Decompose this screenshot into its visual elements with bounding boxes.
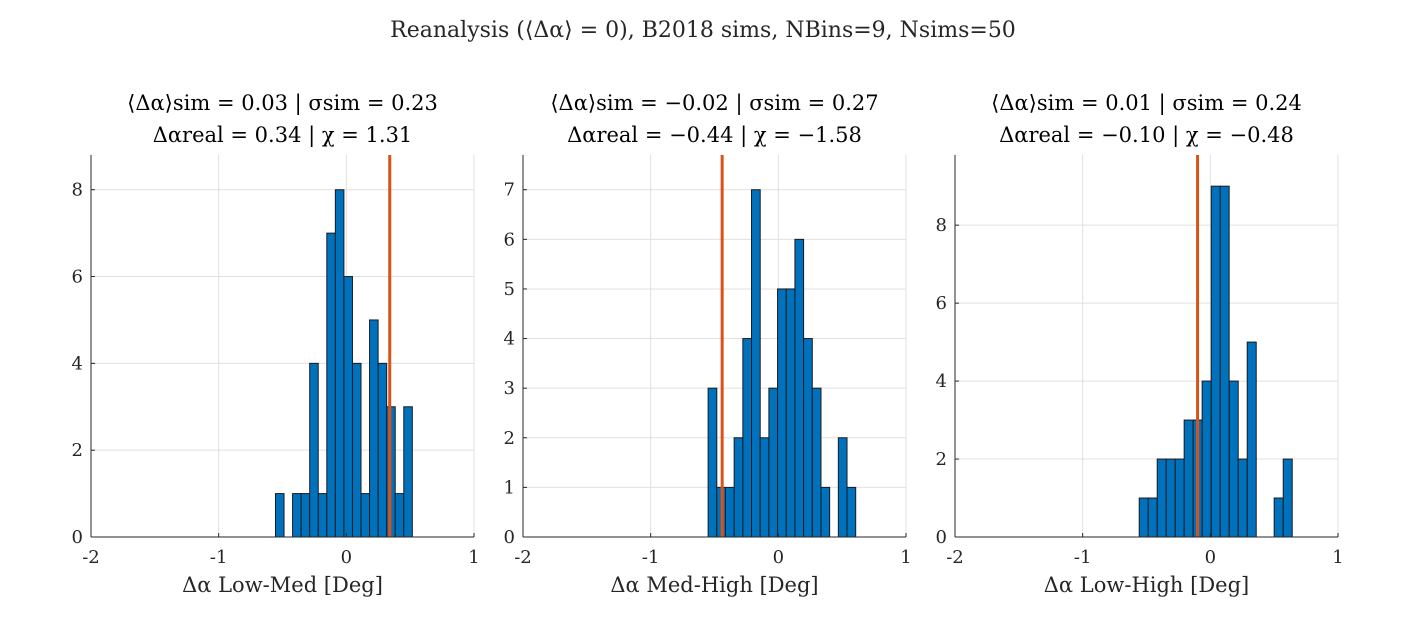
panel-title-line-1: ⟨Δα⟩sim = 0.03 | σsim = 0.23: [127, 91, 438, 115]
histogram-bar: [1147, 497, 1158, 538]
y-tick-label: 2: [72, 440, 83, 461]
histogram-bar: [1174, 458, 1185, 538]
histogram-bar: [1273, 497, 1284, 538]
histogram-bar: [820, 486, 831, 538]
x-axis-label: Δα Low-High [Deg]: [1043, 573, 1250, 597]
y-tick-label: 3: [504, 378, 515, 399]
x-tick-label: 0: [773, 547, 784, 568]
histogram-bar: [403, 406, 413, 538]
y-tick-label: 8: [936, 215, 947, 236]
histogram-bar: [343, 276, 353, 538]
histogram-bar: [1183, 419, 1194, 538]
panel-title-line-2: Δαreal = 0.34 | χ = 1.31: [152, 123, 413, 147]
histogram-bar: [377, 362, 388, 538]
y-tick-label: 4: [504, 329, 515, 350]
x-tick-label: 0: [341, 547, 352, 568]
histogram-bar: [309, 362, 319, 538]
y-tick-label: 0: [504, 527, 515, 548]
x-tick-label: 1: [900, 547, 911, 568]
histogram-bar: [785, 288, 796, 538]
histogram-bar: [794, 238, 805, 538]
histogram-bar: [1282, 458, 1293, 538]
panel-title-line-1: ⟨Δα⟩sim = 0.01 | σsim = 0.24: [991, 91, 1302, 115]
y-tick-label: 4: [936, 371, 947, 392]
y-tick-label: 6: [72, 267, 83, 288]
histogram-bar: [768, 387, 779, 538]
histogram-bar: [300, 493, 311, 538]
y-tick-label: 0: [936, 527, 947, 548]
histogram-bar: [1210, 185, 1221, 538]
histogram-bar: [1246, 341, 1257, 538]
x-axis-label: Δα Low-Med [Deg]: [182, 573, 383, 597]
panel-title-line-2: Δαreal = −0.10 | χ = −0.48: [999, 123, 1294, 147]
histogram-bar: [733, 437, 744, 538]
histogram-bar: [1237, 458, 1248, 538]
y-tick-label: 6: [504, 229, 515, 250]
figure-suptitle: Reanalysis (⟨Δα⟩ = 0), B2018 sims, NBins…: [390, 18, 1016, 43]
x-tick-label: 1: [468, 547, 479, 568]
y-tick-label: 8: [72, 180, 83, 201]
histogram-bar: [369, 319, 379, 538]
histogram-bar: [1201, 380, 1212, 538]
y-tick-label: 5: [504, 279, 515, 300]
x-tick-label: 0: [1205, 547, 1216, 568]
histogram-bar: [394, 493, 405, 538]
histogram-bar: [803, 338, 813, 538]
histogram-bar: [351, 362, 362, 538]
histogram-bar: [292, 493, 302, 538]
y-tick-label: 4: [72, 353, 83, 374]
x-tick-label: 1: [1332, 547, 1343, 568]
histogram-bar: [846, 486, 857, 538]
histogram-bar: [334, 189, 345, 538]
histogram-bar: [326, 232, 336, 538]
histogram-bar: [751, 189, 761, 538]
panel-1: -2 -1 0 1 0 2 4 6 8: [72, 155, 480, 568]
y-tick-label: 2: [936, 449, 947, 470]
x-tick-label: -2: [514, 547, 532, 568]
x-tick-label: -1: [1074, 547, 1092, 568]
y-tick-label: 0: [72, 527, 83, 548]
histogram-bar: [274, 493, 285, 538]
histogram-bar: [1219, 185, 1230, 538]
histogram-bar: [707, 387, 718, 538]
histogram-bar: [724, 486, 735, 538]
panel-2: -2 -1 0 1 0 1 2 3 4 5 6 7: [504, 155, 912, 568]
panel-title-line-2: Δαreal = −0.44 | χ = −1.58: [567, 123, 862, 147]
histogram-bar: [1138, 497, 1149, 538]
panel-title-line-1: ⟨Δα⟩sim = −0.02 | σsim = 0.27: [550, 91, 879, 115]
histogram-bar: [837, 437, 848, 538]
x-tick-label: -2: [946, 547, 964, 568]
panel-3: -2 -1 0 1 0 2 4 6 8: [936, 155, 1344, 568]
histogram-bar: [1228, 380, 1239, 538]
x-axis-label: Δα Med-High [Deg]: [610, 573, 819, 597]
histogram-bar: [317, 493, 328, 538]
histogram-bar: [777, 288, 787, 538]
histogram-bar: [811, 387, 822, 538]
x-tick-label: -1: [642, 547, 660, 568]
x-tick-label: -1: [210, 547, 228, 568]
histogram-bar: [742, 338, 753, 538]
histogram-bar: [1156, 458, 1167, 538]
histogram-bar: [360, 493, 371, 538]
x-tick-label: -2: [82, 547, 100, 568]
y-tick-label: 1: [504, 477, 515, 498]
y-tick-label: 7: [504, 180, 515, 201]
y-tick-label: 2: [504, 428, 515, 449]
y-tick-label: 6: [936, 293, 947, 314]
histogram-bar: [759, 437, 770, 538]
histogram-bar: [1165, 458, 1176, 538]
